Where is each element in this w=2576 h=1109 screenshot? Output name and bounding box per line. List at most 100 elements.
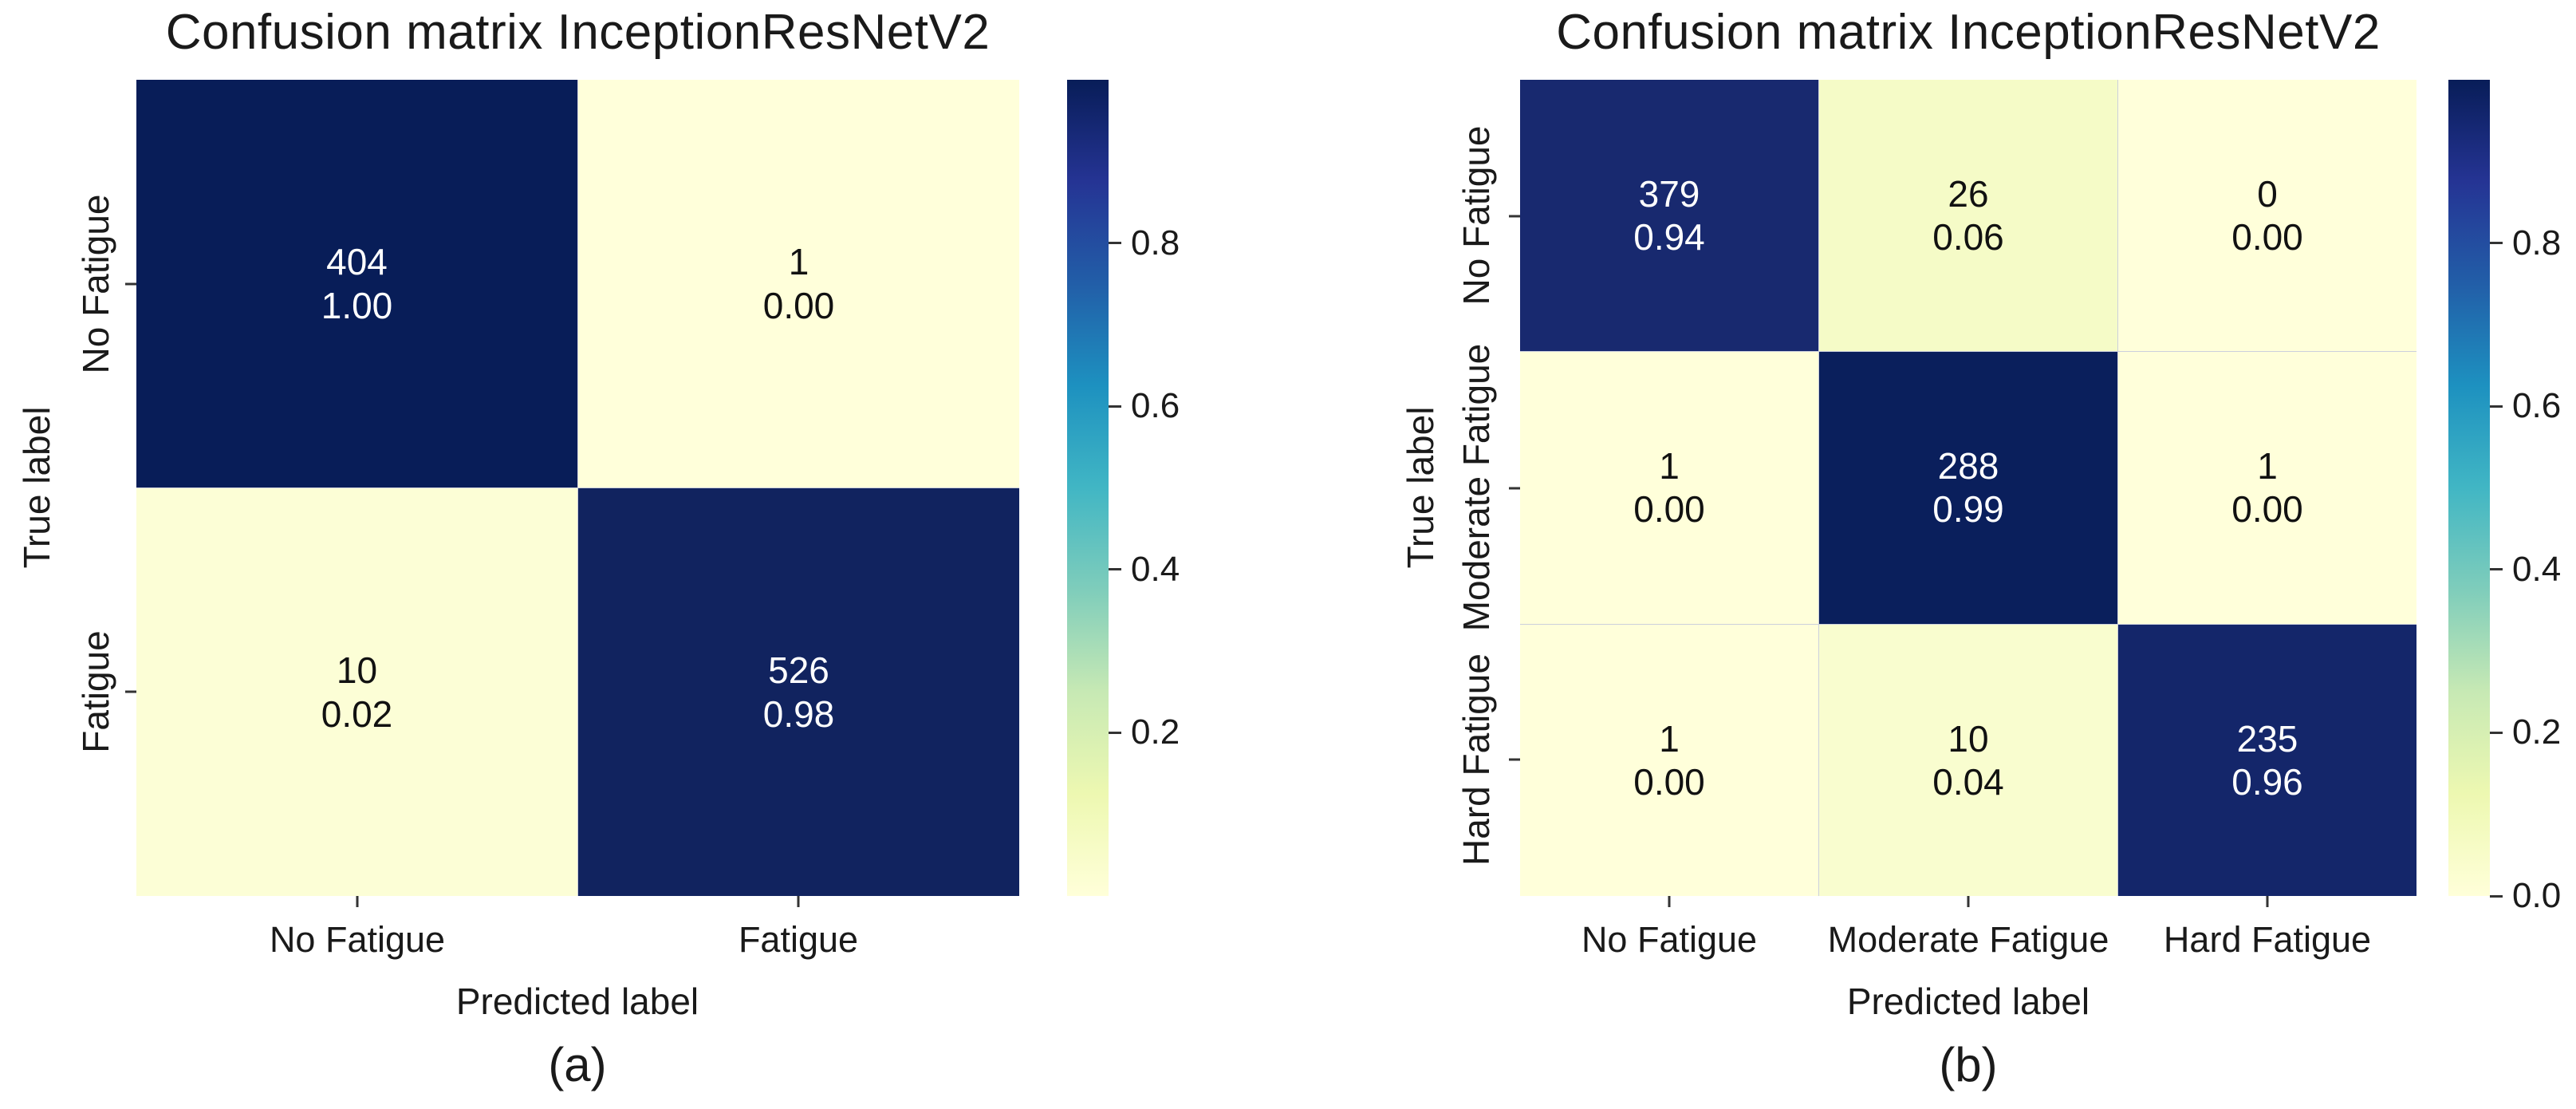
x-tick-mark: [1668, 896, 1671, 907]
tick-mark: [2490, 568, 2503, 571]
heatmap-cell: 1 0.00: [1520, 624, 1818, 896]
heatmap-cell: 526 0.98: [578, 488, 1019, 896]
colorbar-a: 0.8 0.6 0.4 0.2: [1067, 80, 1180, 896]
y-tick-mark: [125, 282, 136, 286]
heatmap-cell: 0 0.00: [2118, 80, 2416, 352]
tick-mark: [2490, 894, 2503, 898]
tick-mark: [1109, 242, 1121, 245]
cell-count: 1: [788, 241, 809, 283]
colorbar-tick-label: 0.6: [1131, 386, 1180, 426]
x-tick-mark: [1967, 896, 1970, 907]
cell-fraction: 0.02: [321, 693, 393, 735]
cell-count: 26: [1948, 172, 1989, 215]
y-axis-label: True label: [1400, 406, 1441, 569]
heatmap-cell: 379 0.94: [1520, 80, 1818, 352]
cell-count: 1: [1659, 717, 1680, 760]
heatmap-cell: 26 0.06: [1819, 80, 2117, 352]
cell-count: 235: [2236, 717, 2298, 760]
colorbar-tick: 0.2: [1109, 712, 1180, 752]
colorbar-tick: 0.4: [2490, 550, 2561, 590]
y-tick-label: Fatigue: [75, 630, 116, 753]
x-tick-label: Moderate Fatigue: [1827, 919, 2109, 960]
cell-count: 10: [336, 649, 378, 692]
cell-fraction: 0.98: [762, 693, 835, 735]
cell-count: 10: [1948, 717, 1989, 760]
chart-title: Confusion matrix InceptionResNetV2: [165, 4, 991, 60]
colorbar-tick-label: 0.2: [2512, 712, 2562, 752]
heatmap-cell: 1 0.00: [1520, 352, 1818, 624]
cell-count: 288: [1937, 445, 1999, 487]
cell-count: 379: [1638, 172, 1700, 215]
cell-fraction: 0.00: [762, 284, 835, 326]
heatmap-cell: 10 0.02: [136, 488, 577, 896]
y-tick-mark: [1509, 215, 1520, 217]
heatmap-cell: 10 0.04: [1819, 624, 2117, 896]
heatmap-cell: 235 0.96: [2118, 624, 2416, 896]
cell-fraction: 0.96: [2231, 760, 2303, 803]
colorbar-tick: 0.8: [1109, 223, 1180, 263]
cell-count: 404: [326, 241, 388, 283]
x-tick-mark: [797, 896, 800, 907]
chart-title: Confusion matrix InceptionResNetV2: [1556, 4, 2381, 60]
cell-count: 0: [2257, 172, 2278, 215]
cell-count: 526: [768, 649, 829, 692]
colorbar-tick-label: 0.0: [2512, 876, 2562, 915]
heatmap-cell: 1 0.00: [578, 80, 1019, 487]
x-tick-label: Hard Fatigue: [2163, 919, 2372, 960]
tick-mark: [1109, 731, 1121, 734]
cell-fraction: 0.94: [1633, 216, 1705, 259]
panel-caption: (a): [548, 1038, 607, 1091]
colorbar-tick: 0.6: [2490, 386, 2561, 426]
tick-mark: [1109, 405, 1121, 408]
y-tick-label: No Fatigue: [75, 194, 116, 374]
y-tick-label: Moderate Fatigue: [1455, 343, 1497, 632]
tick-mark: [2490, 405, 2503, 408]
heatmap-cell: 288 0.99: [1819, 352, 2117, 624]
colorbar-tick: 0.6: [1109, 386, 1180, 426]
x-tick-label: No Fatigue: [269, 919, 446, 960]
colorbar-tick-label: 0.4: [1131, 549, 1180, 589]
x-axis-label: Predicted label: [455, 981, 699, 1022]
cell-fraction: 0.00: [2231, 488, 2303, 531]
confusion-matrix-b: 379 0.94 26 0.06 0 0.00 1 0.00 288 0.99 …: [1509, 80, 2416, 907]
y-tick-label: Hard Fatigue: [1455, 653, 1497, 866]
x-tick-mark: [356, 896, 359, 907]
confusion-matrix-a: 404 1.00 1 0.00 10 0.02 526 0.98: [125, 80, 1019, 907]
colorbar-tick: 0.0: [2490, 876, 2561, 916]
cell-fraction: 0.00: [1633, 760, 1705, 803]
tick-mark: [2490, 731, 2503, 734]
colorbar-tick-label: 0.8: [2512, 223, 2562, 262]
y-axis-label: True label: [16, 406, 57, 569]
cell-fraction: 0.00: [1633, 488, 1705, 531]
x-tick-label: Fatigue: [738, 919, 859, 960]
cell-count: 1: [1659, 445, 1680, 487]
colorbar-tick-label: 0.4: [2512, 549, 2562, 589]
colorbar-tick: 0.4: [1109, 550, 1180, 590]
cell-fraction: 0.06: [1932, 216, 2004, 259]
cell-count: 1: [2257, 445, 2278, 487]
panel-caption: (b): [1939, 1038, 1998, 1091]
colorbar-tick-label: 0.2: [1131, 712, 1180, 752]
heatmap-cell: 1 0.00: [2118, 352, 2416, 624]
colorbar-tick: 0.8: [2490, 223, 2561, 263]
y-tick-mark: [1509, 758, 1520, 761]
colorbar-tick-label: 0.8: [1131, 223, 1180, 262]
tick-mark: [1109, 568, 1121, 571]
tick-mark: [2490, 242, 2503, 245]
y-tick-mark: [1509, 487, 1520, 489]
colorbar-b: 0.8 0.6 0.4 0.2 0.0: [2448, 80, 2561, 915]
cell-fraction: 1.00: [321, 284, 393, 326]
x-axis-label: Predicted label: [1846, 981, 2090, 1022]
colorbar-gradient: [2448, 80, 2490, 896]
colorbar-tick-label: 0.6: [2512, 386, 2562, 426]
x-tick-label: No Fatigue: [1581, 919, 1758, 960]
colorbar-gradient: [1067, 80, 1109, 896]
cell-fraction: 0.00: [2231, 216, 2303, 259]
y-tick-label: No Fatigue: [1455, 125, 1497, 306]
colorbar-tick: 0.2: [2490, 712, 2561, 752]
cell-fraction: 0.04: [1932, 760, 2004, 803]
heatmap-cell: 404 1.00: [136, 80, 577, 487]
cell-fraction: 0.99: [1932, 488, 2004, 531]
x-tick-mark: [2266, 896, 2269, 907]
